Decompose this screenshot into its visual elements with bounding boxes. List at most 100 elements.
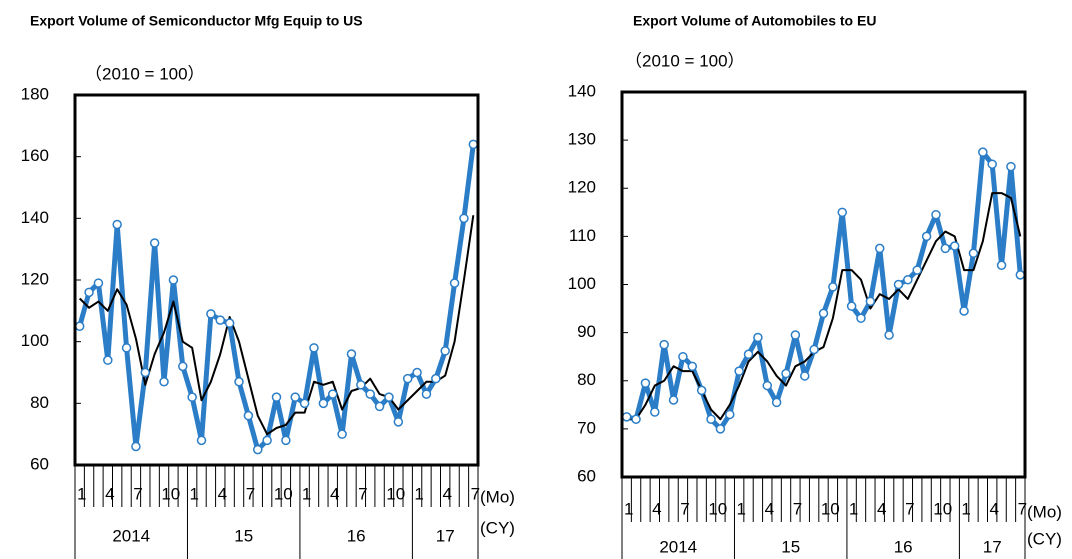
point	[1015, 270, 1026, 280]
y-tick-label: 60	[577, 466, 596, 485]
x-tick-label: 10	[161, 484, 180, 503]
point	[837, 207, 847, 218]
point	[431, 373, 441, 384]
point	[809, 344, 819, 355]
point	[968, 248, 979, 258]
point	[996, 260, 1007, 270]
point	[865, 296, 876, 307]
point	[309, 343, 319, 353]
point	[818, 308, 829, 319]
point	[374, 401, 385, 412]
subtitle: （2010 = 100）	[85, 64, 205, 83]
x-tick-label: 10	[821, 499, 840, 518]
y-tick-label: 140	[568, 81, 596, 100]
point	[1006, 161, 1016, 172]
point	[790, 330, 801, 340]
point	[299, 398, 310, 409]
point	[103, 355, 113, 365]
x-tick-label: 10	[933, 499, 952, 518]
x-tick-label: 10	[708, 499, 727, 518]
x-tick-label: 1	[624, 499, 633, 518]
y-tick-label: 70	[577, 418, 596, 437]
point	[696, 385, 707, 396]
point	[781, 368, 791, 379]
point	[940, 243, 951, 254]
plot-frame	[73, 93, 480, 467]
x-tick-label: 10	[274, 484, 293, 503]
point	[187, 392, 197, 402]
point	[449, 278, 460, 288]
point	[327, 389, 338, 399]
x-tick-label: 7	[358, 484, 367, 503]
x-tick-label: 1	[189, 484, 198, 503]
x-tick-label: 1	[302, 484, 311, 503]
point	[678, 351, 688, 362]
point	[743, 349, 754, 360]
point	[112, 219, 122, 230]
point	[884, 330, 894, 340]
point	[393, 417, 404, 427]
x-tick-label: 4	[218, 484, 227, 503]
point	[440, 346, 450, 356]
x-tick-label: 7	[905, 499, 914, 518]
point	[159, 377, 169, 387]
point	[912, 265, 922, 275]
x-tick-label: 7	[471, 484, 480, 503]
year-label: 17	[436, 526, 455, 545]
x-tick-label: 4	[105, 484, 114, 503]
point	[356, 380, 366, 390]
point	[978, 147, 988, 157]
point	[874, 243, 885, 254]
point	[234, 377, 244, 387]
point	[281, 435, 291, 446]
point	[753, 332, 763, 343]
point	[468, 139, 479, 150]
chart-title: Export Volume of Semiconductor Mfg Equip…	[30, 13, 363, 29]
x-tick-label: 7	[793, 499, 802, 518]
point	[140, 367, 151, 378]
point	[93, 278, 104, 288]
point	[856, 313, 866, 323]
x-unit: (Mo)	[480, 487, 515, 506]
point	[271, 392, 282, 402]
plot-frame	[620, 90, 1027, 479]
point	[318, 398, 329, 409]
year-label: 16	[894, 537, 913, 556]
x-tick-label: 1	[414, 484, 423, 503]
y-tick-label: 80	[577, 370, 596, 389]
point	[74, 321, 85, 331]
point	[987, 159, 997, 169]
point	[650, 407, 660, 417]
point	[959, 306, 969, 316]
point	[631, 414, 641, 424]
point	[459, 213, 469, 224]
point	[621, 412, 632, 422]
x-tick-label: 4	[330, 484, 339, 503]
point	[131, 441, 141, 452]
point	[668, 395, 679, 405]
point	[149, 238, 160, 248]
y-tick-label: 80	[30, 393, 49, 412]
point	[290, 392, 300, 402]
year-label: 2014	[112, 526, 150, 545]
point	[931, 209, 941, 220]
year-label: 2014	[659, 537, 697, 556]
y-tick-label: 180	[21, 84, 49, 103]
point	[206, 309, 216, 319]
x-tick-label: 7	[680, 499, 689, 518]
point	[800, 371, 810, 381]
year-label: 15	[234, 526, 253, 545]
x-tick-label: 1	[849, 499, 858, 518]
x-unit: (Mo)	[1027, 502, 1062, 521]
y-tick-label: 90	[577, 322, 596, 341]
x-tick-label: 7	[1018, 499, 1027, 518]
y-tick-label: 160	[21, 146, 49, 165]
point	[402, 373, 413, 384]
point	[178, 361, 188, 372]
year-unit: (CY)	[480, 518, 515, 537]
x-tick-label: 1	[736, 499, 745, 518]
point	[337, 429, 347, 439]
point	[365, 389, 375, 399]
y-tick-label: 120	[21, 269, 49, 288]
